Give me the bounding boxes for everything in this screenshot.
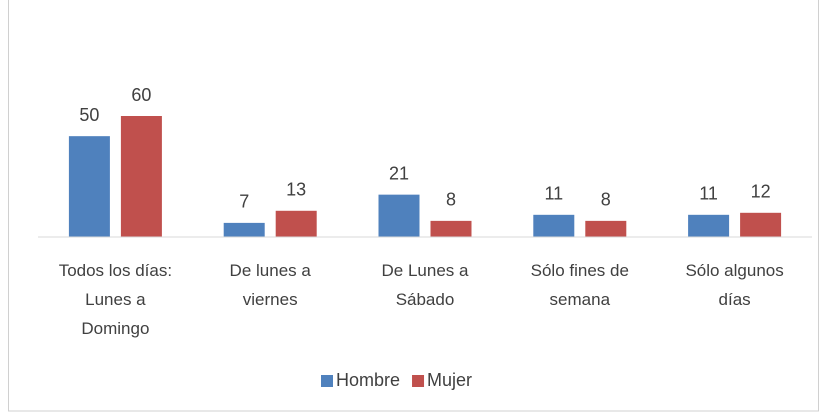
legend-swatch xyxy=(412,375,425,387)
data-label: 50 xyxy=(79,105,99,125)
x-tick-label: Todos los días: Lunes a Domingo xyxy=(58,261,173,338)
bar xyxy=(120,116,162,237)
legend-label: Mujer xyxy=(427,370,472,390)
data-label: 11 xyxy=(699,184,718,204)
x-tick-label: Sólo algunos días xyxy=(685,261,784,309)
legend-swatch xyxy=(321,375,333,387)
data-label: 8 xyxy=(601,190,611,210)
bar xyxy=(740,212,782,237)
x-tick-label: De Lunes a Sábado xyxy=(381,261,469,309)
bar xyxy=(223,222,265,237)
data-label: 13 xyxy=(286,180,306,200)
data-label: 11 xyxy=(544,184,563,204)
bar xyxy=(430,220,472,237)
bar xyxy=(585,220,627,237)
bar xyxy=(68,136,110,237)
data-label: 8 xyxy=(446,190,456,210)
chart-border xyxy=(8,0,819,412)
legend-label: Hombre xyxy=(336,370,400,390)
x-tick-label: Sólo fines de semana xyxy=(530,261,629,309)
data-label: 21 xyxy=(389,163,409,183)
bar xyxy=(275,210,317,237)
bar xyxy=(688,214,730,237)
x-tick-label: De lunes a viernes xyxy=(229,261,311,309)
bar xyxy=(533,214,575,237)
data-label: 12 xyxy=(751,182,771,202)
bar xyxy=(378,194,420,237)
data-label: 60 xyxy=(131,85,151,105)
data-label: 7 xyxy=(239,192,249,212)
